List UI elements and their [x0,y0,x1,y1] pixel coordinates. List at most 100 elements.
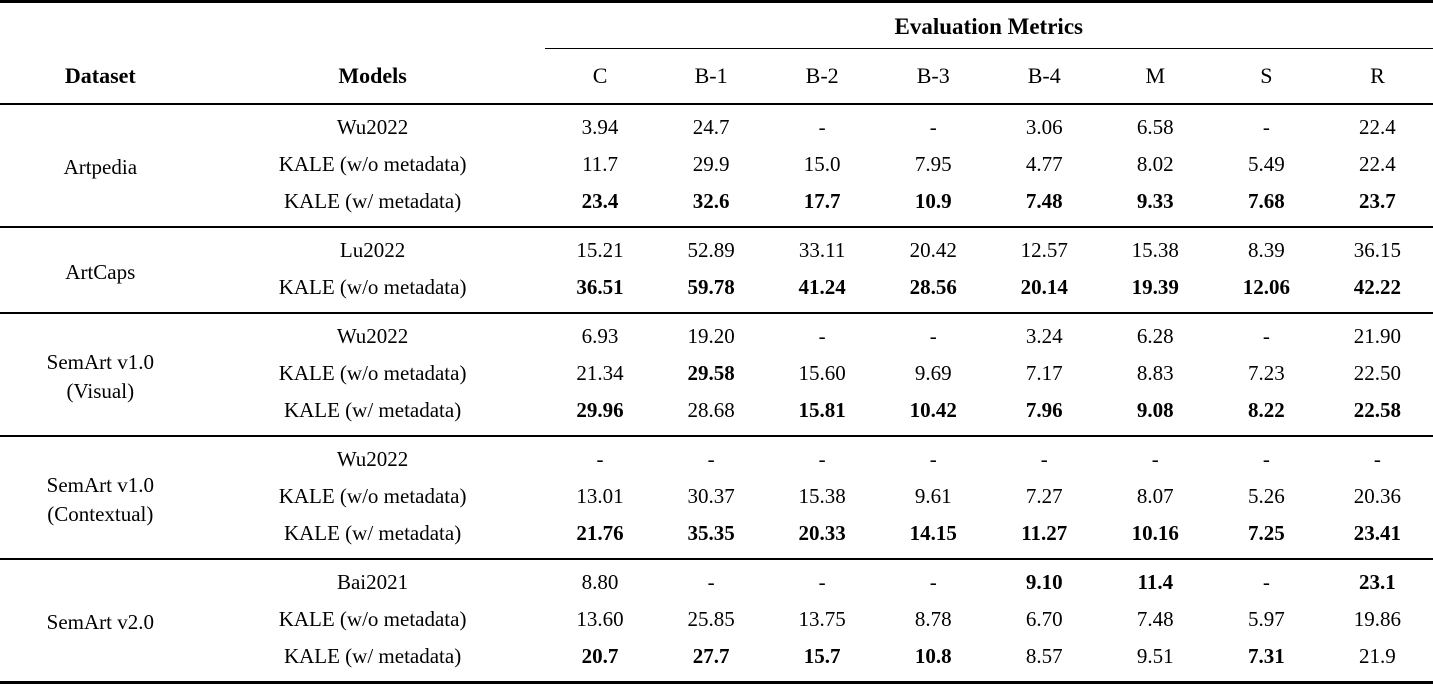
table-row: KALE (w/ metadata) 29.96 28.68 15.81 10.42 7.… [0,392,1433,436]
model-name: KALE (w/o metadata) [278,275,467,299]
metric-value: 35.35 [687,521,735,545]
metric-value: 13.75 [798,607,846,631]
metric-value: 9.61 [914,484,952,508]
metric-value: 22.4 [1359,152,1396,176]
dataset-name: Artpedia [63,155,138,179]
metric-value: 6.28 [1136,324,1174,348]
metric-value: 9.33 [1136,189,1174,213]
metric-value: 22.50 [1353,361,1402,385]
table-row: KALE (w/o metadata) 13.01 30.37 15.38 9.61 7.… [0,478,1433,515]
model-name: Bai2021 [336,570,409,594]
table-row: ArtCaps Lu2022 15.21 52.89 33.11 20.42 12.57 15… [0,227,1433,284]
metric-value: 7.27 [1025,484,1063,508]
metric-value: - [707,447,715,471]
metric-value: 21.90 [1353,324,1402,348]
metric-value: 7.17 [1025,361,1063,385]
metric-value: 10.16 [1131,521,1179,545]
dataset-section: SemArt v2.0 Bai2021 8.80 - - - 9.10 11.4 - 23.1 KA… [0,559,1433,683]
metric-value: 7.25 [1247,521,1285,545]
model-name: Wu2022 [336,115,409,139]
table-row: KALE (w/ metadata) 23.4 32.6 17.7 10.9 7.48 9.… [0,183,1433,227]
model-name: Wu2022 [336,447,409,471]
metric-value: - [1262,115,1270,139]
metric-value: 30.37 [687,484,735,508]
metrics-group-spacer [0,2,545,49]
metric-value: 13.01 [576,484,624,508]
metric-value: 15.38 [1131,238,1179,262]
table-row: SemArt v2.0 Bai2021 8.80 - - - 9.10 11.4 - 23.1 [0,559,1433,634]
metric-value: 36.51 [576,275,624,299]
column-header-models: Models [338,62,407,88]
metric-value: 8.02 [1136,152,1174,176]
metric-value: 15.7 [803,644,841,668]
metric-value: 24.7 [692,115,730,139]
metric-value: - [818,570,826,594]
table-row: SemArt v1.0 (Contextual) Wu2022 - - - - - - - - [0,436,1433,526]
metric-value: - [1151,447,1159,471]
model-name: KALE (w/ metadata) [283,644,462,668]
metric-value: - [929,324,937,348]
metric-value: 15.38 [798,484,846,508]
model-name: KALE (w/o metadata) [278,361,467,385]
metric-value: 29.9 [692,152,730,176]
metric-value: 7.48 [1025,189,1063,213]
metric-value: 9.08 [1136,398,1174,422]
model-name: KALE (w/o metadata) [278,152,467,176]
metric-value: 11.27 [1021,521,1068,545]
metric-value: 8.07 [1136,484,1174,508]
metric-value: 20.7 [581,644,619,668]
metric-value: - [1040,447,1048,471]
column-header-metric-b2: B-2 [805,63,839,88]
metric-value: 8.57 [1025,644,1063,668]
metric-value: 5.49 [1247,152,1285,176]
metric-value: 6.93 [581,324,619,348]
dataset-section: SemArt v1.0 (Contextual) Wu2022 - - - - - - - - KA… [0,436,1433,559]
model-name: KALE (w/ metadata) [283,189,462,213]
metric-value: 21.34 [576,361,624,385]
metric-value: 15.60 [798,361,846,385]
metric-value: - [818,447,826,471]
column-header-metric-b3: B-3 [916,63,950,88]
table-row: KALE (w/ metadata) 21.76 35.35 20.33 14.15 11… [0,515,1433,559]
dataset-name: SemArt v1.0 (Contextual) [46,472,154,526]
metric-value: 11.7 [582,152,619,176]
metric-value: 7.68 [1247,189,1285,213]
metric-value: 8.80 [581,570,619,594]
metrics-group-label: Evaluation Metrics [544,1,1433,49]
metric-value: - [929,447,937,471]
table-row: KALE (w/o metadata) 13.60 25.85 13.75 8.78 6.… [0,601,1433,638]
metric-value: - [929,570,937,594]
metric-value: 29.96 [576,398,624,422]
metric-value: 25.85 [687,607,735,631]
metric-value: 7.48 [1136,607,1174,631]
model-name: KALE (w/ metadata) [283,521,462,545]
metric-value: 9.69 [914,361,952,385]
metric-value: 7.23 [1247,361,1285,385]
metric-value: 19.39 [1131,275,1179,299]
metric-value: 15.21 [576,238,624,262]
metric-value: - [818,115,826,139]
table-row: Artpedia Wu2022 3.94 24.7 - - 3.06 6.58 - 22.4 [0,104,1433,179]
metric-value: 8.22 [1247,398,1285,422]
dataset-name: ArtCaps [65,259,136,284]
metric-value: 5.26 [1247,484,1285,508]
metric-value: 10.8 [914,644,952,668]
metric-value: 33.11 [798,238,846,262]
metric-value: - [818,324,826,348]
metric-value: 8.83 [1136,361,1174,385]
metric-value: 15.81 [798,398,846,422]
metric-value: 28.68 [687,398,735,422]
table-header: Evaluation Metrics Dataset Models C B-1 … [0,1,1433,105]
column-header-metric-r: R [1370,63,1385,88]
metric-value: 29.58 [687,361,735,385]
model-name: KALE (w/ metadata) [283,398,462,422]
metric-value: - [707,570,715,594]
metric-value: 28.56 [909,275,957,299]
column-header-row: Dataset Models C B-1 B-2 B-3 B-4 M S R [0,49,1433,105]
metric-value: 3.06 [1025,115,1063,139]
metric-value: 36.15 [1353,238,1402,262]
metric-value: 5.97 [1247,607,1285,631]
metric-value: 7.31 [1247,644,1285,668]
metric-value: - [596,447,604,471]
